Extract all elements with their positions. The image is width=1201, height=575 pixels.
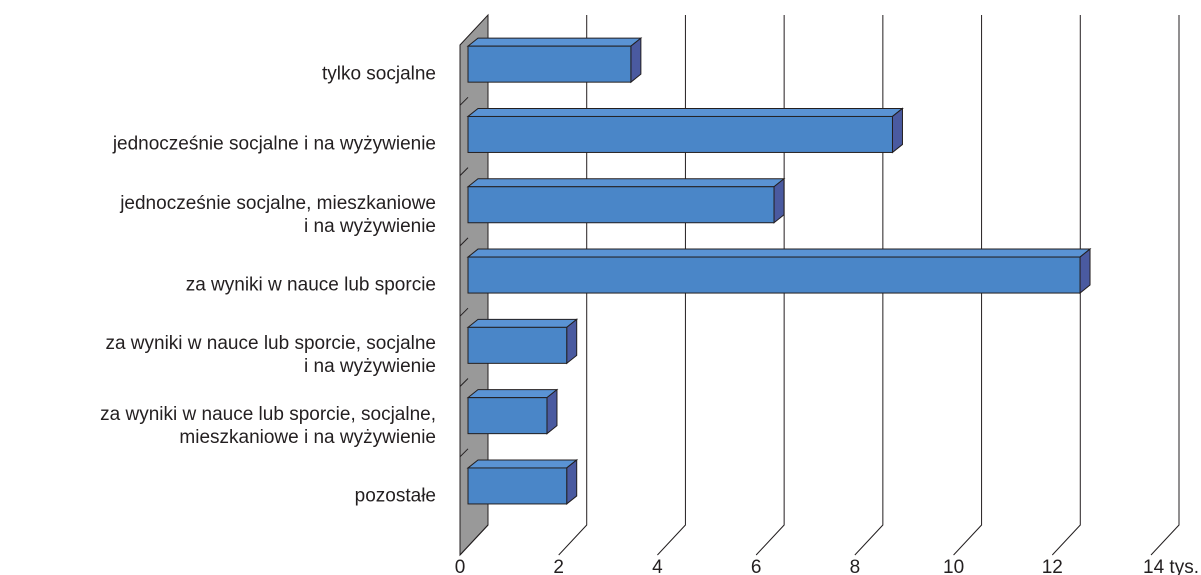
bar-top [466,248,1092,258]
floor-edge [459,524,489,556]
grid-line [1051,15,1081,556]
grid-line [1150,15,1180,556]
bar [467,115,893,153]
x-tick-label: 10 [943,557,964,575]
bar-top [466,389,559,399]
row-tick [459,167,469,176]
bar [467,186,775,224]
y-tick-label: jednocześnie socjalne, mieszkaniowe i na… [120,192,436,237]
bar-side [566,458,578,505]
x-tick-label: 2 [553,557,564,575]
x-tick-label: 8 [850,557,861,575]
x-tick-label: 6 [751,557,762,575]
row-tick [459,307,469,317]
bar-top [466,459,579,469]
bar [467,397,548,435]
bar-side [891,107,903,154]
bar-top [466,178,786,188]
bar [467,256,1081,294]
x-tick-label: 4 [652,557,663,575]
bar-side [566,318,578,365]
y-tick-label: jednocześnie socjalne i na wyżywienie [112,133,436,155]
y-tick-label: pozostałe [354,485,436,507]
bar-side [546,388,558,435]
bar [467,467,568,505]
bar-top [466,318,579,328]
x-tick-label: 14 tys. [1143,557,1199,575]
bar-side [773,177,785,224]
bar [467,45,632,83]
grid-line [854,15,884,556]
bar-top [466,37,643,47]
row-tick [459,448,469,458]
bar [467,326,568,364]
row-tick [459,96,469,106]
bar-top [466,107,904,117]
x-tick-label: 0 [455,557,466,575]
row-tick [459,237,469,247]
row-tick [459,378,469,387]
bar-side [1079,248,1091,295]
grid-line [953,15,983,556]
y-tick-label: za wyniki w nauce lub sporcie [185,274,436,296]
y-tick-label: tylko socjalne [321,63,436,85]
x-tick-label: 12 [1042,557,1063,575]
y-tick-label: za wyniki w nauce lub sporcie, socjalne,… [100,403,436,448]
y-tick-label: za wyniki w nauce lub sporcie, socjalne … [105,333,436,378]
bar-side [630,37,642,84]
